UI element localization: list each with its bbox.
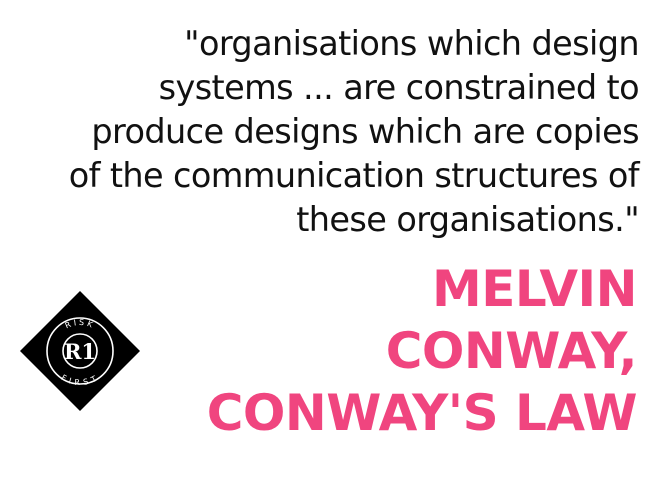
- quote-line: these organisations.": [296, 200, 639, 239]
- risk-first-logo: RISK FIRST R1: [20, 291, 140, 411]
- quote-line: systems ... are constrained to: [158, 68, 640, 107]
- quote-line: of the communication structures of: [68, 156, 640, 195]
- logo-diamond: [20, 291, 140, 411]
- attribution-line: CONWAY,: [385, 322, 638, 380]
- logo-inner-ring: [62, 333, 98, 369]
- quote-line: produce designs which are copies: [91, 112, 639, 151]
- logo-top-text: RISK: [64, 318, 97, 331]
- attribution-line: MELVIN: [431, 260, 638, 318]
- attribution-line: CONWAY'S LAW: [206, 384, 638, 442]
- quote-attribution: MELVIN CONWAY, CONWAY'S LAW: [117, 258, 638, 444]
- logo-mark: R1: [64, 339, 96, 364]
- quote-text: "organisations which design systems ... …: [9, 22, 640, 242]
- logo-ring: [46, 317, 114, 385]
- quote-line: "organisations which design: [184, 24, 639, 63]
